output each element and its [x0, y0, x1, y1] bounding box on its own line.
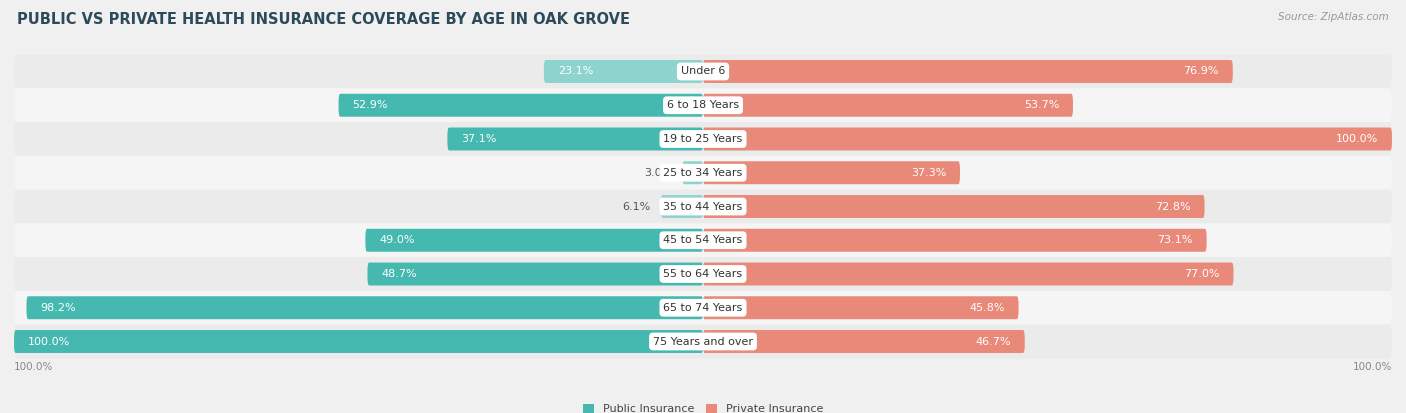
FancyBboxPatch shape	[703, 128, 1392, 150]
Legend: Public Insurance, Private Insurance: Public Insurance, Private Insurance	[583, 404, 823, 413]
FancyBboxPatch shape	[14, 291, 1392, 325]
FancyBboxPatch shape	[14, 55, 1392, 88]
FancyBboxPatch shape	[703, 229, 1206, 252]
Text: 19 to 25 Years: 19 to 25 Years	[664, 134, 742, 144]
FancyBboxPatch shape	[27, 296, 703, 319]
Text: Under 6: Under 6	[681, 66, 725, 76]
FancyBboxPatch shape	[339, 94, 703, 117]
FancyBboxPatch shape	[14, 122, 1392, 156]
FancyBboxPatch shape	[703, 60, 1233, 83]
Text: Source: ZipAtlas.com: Source: ZipAtlas.com	[1278, 12, 1389, 22]
FancyBboxPatch shape	[366, 229, 703, 252]
Text: 98.2%: 98.2%	[41, 303, 76, 313]
Text: PUBLIC VS PRIVATE HEALTH INSURANCE COVERAGE BY AGE IN OAK GROVE: PUBLIC VS PRIVATE HEALTH INSURANCE COVER…	[17, 12, 630, 27]
Text: 23.1%: 23.1%	[558, 66, 593, 76]
Text: 46.7%: 46.7%	[976, 337, 1011, 347]
FancyBboxPatch shape	[703, 330, 1025, 353]
FancyBboxPatch shape	[703, 296, 1018, 319]
FancyBboxPatch shape	[14, 330, 703, 353]
Text: 45 to 54 Years: 45 to 54 Years	[664, 235, 742, 245]
Text: 45.8%: 45.8%	[969, 303, 1005, 313]
FancyBboxPatch shape	[544, 60, 703, 83]
Text: 72.8%: 72.8%	[1156, 202, 1191, 211]
FancyBboxPatch shape	[14, 325, 1392, 358]
Text: 48.7%: 48.7%	[381, 269, 418, 279]
FancyBboxPatch shape	[14, 257, 1392, 291]
FancyBboxPatch shape	[14, 223, 1392, 257]
Text: 100.0%: 100.0%	[1353, 363, 1392, 373]
FancyBboxPatch shape	[703, 161, 960, 184]
Text: 6.1%: 6.1%	[623, 202, 651, 211]
FancyBboxPatch shape	[682, 161, 703, 184]
Text: 25 to 34 Years: 25 to 34 Years	[664, 168, 742, 178]
FancyBboxPatch shape	[703, 263, 1233, 285]
Text: 100.0%: 100.0%	[28, 337, 70, 347]
FancyBboxPatch shape	[703, 94, 1073, 117]
FancyBboxPatch shape	[14, 156, 1392, 190]
Text: 52.9%: 52.9%	[353, 100, 388, 110]
FancyBboxPatch shape	[367, 263, 703, 285]
Text: 75 Years and over: 75 Years and over	[652, 337, 754, 347]
Text: 100.0%: 100.0%	[1336, 134, 1378, 144]
Text: 6 to 18 Years: 6 to 18 Years	[666, 100, 740, 110]
FancyBboxPatch shape	[661, 195, 703, 218]
FancyBboxPatch shape	[14, 88, 1392, 122]
Text: 37.1%: 37.1%	[461, 134, 496, 144]
Text: 73.1%: 73.1%	[1157, 235, 1192, 245]
Text: 76.9%: 76.9%	[1184, 66, 1219, 76]
Text: 65 to 74 Years: 65 to 74 Years	[664, 303, 742, 313]
FancyBboxPatch shape	[447, 128, 703, 150]
Text: 100.0%: 100.0%	[14, 363, 53, 373]
Text: 53.7%: 53.7%	[1024, 100, 1059, 110]
Text: 49.0%: 49.0%	[380, 235, 415, 245]
FancyBboxPatch shape	[703, 195, 1205, 218]
Text: 3.0%: 3.0%	[644, 168, 672, 178]
Text: 77.0%: 77.0%	[1184, 269, 1219, 279]
Text: 55 to 64 Years: 55 to 64 Years	[664, 269, 742, 279]
FancyBboxPatch shape	[14, 190, 1392, 223]
Text: 35 to 44 Years: 35 to 44 Years	[664, 202, 742, 211]
Text: 37.3%: 37.3%	[911, 168, 946, 178]
